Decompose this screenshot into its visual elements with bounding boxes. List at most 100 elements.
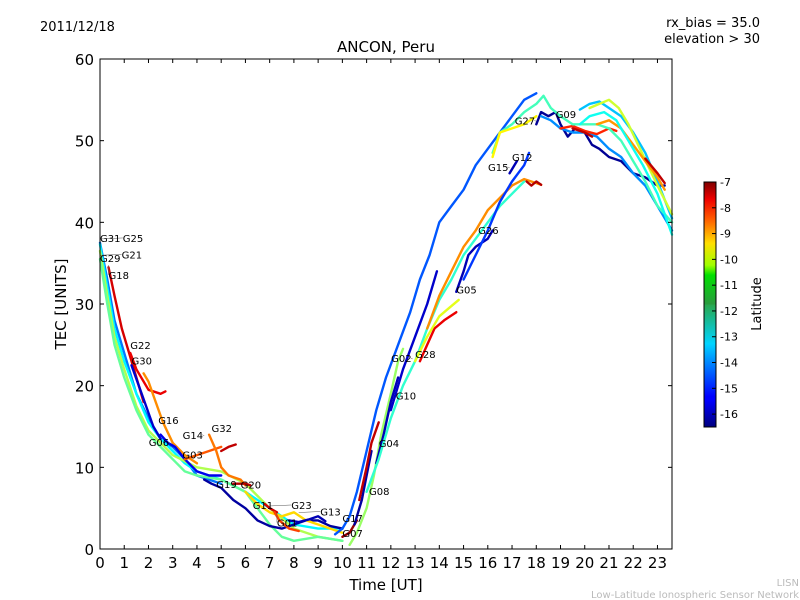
x-tick-label: 7 bbox=[265, 554, 275, 572]
x-tick-label: 5 bbox=[216, 554, 226, 572]
colorbar-tick-label: -14 bbox=[720, 357, 738, 370]
trace-g28 bbox=[418, 311, 458, 363]
x-tick-label: 10 bbox=[333, 554, 352, 572]
date-label: 2011/12/18 bbox=[40, 20, 115, 35]
y-tick-label: 40 bbox=[75, 214, 94, 232]
y-tick-label: 20 bbox=[75, 378, 94, 396]
rx-bias-label: rx_bias = 35.0 bbox=[666, 16, 760, 31]
x-tick-label: 9 bbox=[313, 554, 323, 572]
y-tick-label: 60 bbox=[75, 51, 94, 69]
trace-g11 bbox=[244, 490, 344, 534]
trace-g16 bbox=[142, 372, 199, 465]
sat-label: G18 bbox=[109, 271, 129, 282]
label-leader bbox=[507, 166, 510, 169]
trace-ga1 bbox=[491, 94, 674, 224]
x-tick-label: 1 bbox=[119, 554, 129, 572]
colorbar-ticks-group: -7 -8 -9 -10 -11 -12 -13 -14 -15 -16 bbox=[712, 176, 738, 421]
x-tick-label: 15 bbox=[454, 554, 473, 572]
trace-g26 bbox=[455, 229, 494, 293]
trace-g14 bbox=[207, 433, 247, 487]
y-ticks-group: 0 10 20 30 40 50 60 bbox=[75, 51, 672, 559]
sat-label: G28 bbox=[415, 350, 435, 361]
x-ticks-group: 0 1 2 3 4 5 6 7 8 9 10 11 12 13 14 15 16 17 18 19 20 21 22 23 bbox=[95, 59, 667, 572]
x-tick-label: 23 bbox=[648, 554, 667, 572]
sat-label: G23 bbox=[291, 501, 311, 512]
y-tick-label: 10 bbox=[75, 459, 94, 477]
trace-g15b bbox=[525, 180, 543, 187]
trace-g15 bbox=[426, 177, 543, 330]
x-tick-label: 16 bbox=[478, 554, 497, 572]
sat-label: G14 bbox=[183, 431, 203, 442]
sat-label: G31 bbox=[100, 234, 120, 245]
x-tick-label: 6 bbox=[241, 554, 251, 572]
sat-label: G19 bbox=[216, 480, 236, 491]
sat-label: G01 bbox=[277, 519, 297, 530]
sat-label: G27 bbox=[515, 116, 535, 127]
sat-label: G30 bbox=[132, 356, 152, 367]
traces-group bbox=[98, 92, 674, 547]
colorbar-label: Latitude bbox=[750, 277, 765, 331]
x-tick-label: 8 bbox=[289, 554, 299, 572]
colorbar-tick-label: -13 bbox=[720, 331, 738, 344]
network-full: Low-Latitude Ionospheric Sensor Network bbox=[591, 590, 799, 600]
x-tick-label: 21 bbox=[599, 554, 618, 572]
network-short: LISN bbox=[777, 578, 799, 589]
elevation-label: elevation > 30 bbox=[664, 32, 760, 47]
sat-label: G17 bbox=[342, 514, 362, 525]
y-tick-label: 0 bbox=[84, 541, 94, 559]
sat-label: G32 bbox=[212, 424, 232, 435]
trace-g23 bbox=[263, 502, 279, 514]
trace-g12 bbox=[462, 151, 531, 281]
trace-g10 bbox=[375, 376, 400, 465]
trace-ga7 bbox=[578, 110, 674, 236]
chart-title: ANCON, Peru bbox=[337, 38, 435, 56]
label-leader bbox=[269, 504, 292, 507]
trace-g04 bbox=[358, 421, 380, 502]
x-tick-label: 4 bbox=[192, 554, 202, 572]
sat-label: G16 bbox=[158, 416, 178, 427]
sat-label: G10 bbox=[396, 392, 416, 403]
trace-g19 bbox=[203, 478, 344, 530]
colorbar-tick-label: -8 bbox=[720, 202, 731, 215]
sat-label: G13 bbox=[320, 508, 340, 519]
trace-g34 bbox=[413, 298, 460, 363]
x-tick-label: 3 bbox=[168, 554, 178, 572]
colorbar bbox=[703, 181, 717, 428]
colorbar-tick-label: -12 bbox=[720, 305, 738, 318]
sat-label: G09 bbox=[556, 110, 576, 121]
sat-label: G12 bbox=[512, 153, 532, 164]
trace-g13 bbox=[287, 515, 327, 524]
trace-ga6 bbox=[644, 157, 666, 185]
sat-label: G21 bbox=[122, 250, 142, 261]
sat-label: G07 bbox=[342, 529, 362, 540]
colorbar-tick-label: -10 bbox=[720, 253, 738, 266]
trace-g12b bbox=[508, 159, 519, 175]
sat-label: G06 bbox=[149, 438, 169, 449]
trace-g09 bbox=[539, 115, 674, 232]
sat-label: G04 bbox=[379, 439, 399, 450]
label-leader bbox=[410, 357, 413, 360]
trace-g22 bbox=[129, 351, 167, 395]
x-tick-label: 13 bbox=[406, 554, 425, 572]
colorbar-tick-label: -9 bbox=[720, 228, 731, 241]
x-tick-label: 22 bbox=[624, 554, 643, 572]
colorbar-tick-label: -11 bbox=[720, 279, 738, 292]
sat-label: G15 bbox=[488, 163, 508, 174]
label-leader bbox=[298, 511, 321, 513]
trace-g30 bbox=[130, 364, 162, 440]
trace-g27 bbox=[535, 110, 666, 187]
sat-label: G20 bbox=[241, 481, 261, 492]
y-axis-label: TEC [UNITS] bbox=[52, 259, 70, 351]
x-tick-label: 18 bbox=[527, 554, 546, 572]
colorbar-tick-label: -7 bbox=[720, 176, 731, 189]
label-leader bbox=[534, 120, 537, 122]
trace-g09c bbox=[571, 127, 594, 138]
label-leader bbox=[168, 441, 171, 444]
y-tick-label: 50 bbox=[75, 133, 94, 151]
colorbar-tick-label: -15 bbox=[720, 382, 738, 395]
sat-label: G05 bbox=[456, 285, 476, 296]
x-tick-label: 14 bbox=[430, 554, 449, 572]
x-tick-label: 19 bbox=[551, 554, 570, 572]
